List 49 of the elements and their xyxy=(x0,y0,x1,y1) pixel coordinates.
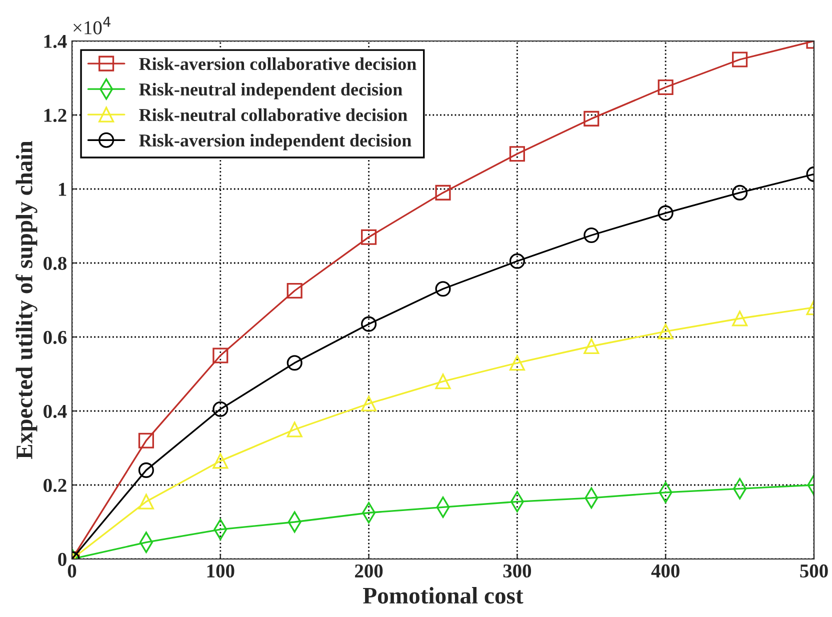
point xyxy=(658,79,674,96)
x-axis-title: Pomotional cost xyxy=(363,587,524,604)
point xyxy=(509,253,525,269)
point xyxy=(435,281,451,297)
point xyxy=(212,348,228,364)
legend-label: Risk-neutral independent decision xyxy=(139,82,402,100)
point xyxy=(138,494,154,510)
point xyxy=(361,396,377,412)
x-tick-label: 300 xyxy=(503,564,532,578)
x-tick-label: 500 xyxy=(800,564,828,578)
legend-label: Risk-aversion collaborative decision xyxy=(139,57,416,70)
text: ×10$^{4}$ xyxy=(74,16,110,34)
point xyxy=(286,282,302,299)
point xyxy=(286,355,302,371)
y-tick-label: 0 xyxy=(58,552,66,566)
point xyxy=(138,462,154,478)
point xyxy=(286,422,302,438)
point xyxy=(509,355,525,371)
point xyxy=(212,453,228,469)
x-tick-label: 100 xyxy=(207,564,234,578)
line-series xyxy=(72,41,814,559)
point xyxy=(584,110,600,126)
point xyxy=(658,205,674,221)
point xyxy=(361,229,377,245)
point xyxy=(732,52,748,68)
y-tick-label: 0.6 xyxy=(44,330,67,344)
point xyxy=(212,401,228,417)
point xyxy=(361,316,377,332)
y-tick-label: 0.2 xyxy=(44,478,66,492)
x-tick-label: 200 xyxy=(355,564,383,578)
legend-label: Risk-neutral collaborative decision xyxy=(139,108,408,122)
y-tick-label: 1.2 xyxy=(44,108,66,122)
x-tick-label: 400 xyxy=(651,564,680,578)
point xyxy=(435,374,451,390)
y-tick-label: 1.4 xyxy=(44,34,67,48)
point xyxy=(584,227,600,244)
point xyxy=(584,338,600,354)
x-tick-label: 0 xyxy=(68,564,76,578)
legend-label: Risk-aversion independent decision xyxy=(139,134,412,150)
point xyxy=(658,324,674,340)
y-tick-label: 0.8 xyxy=(44,256,66,270)
y-tick-label: 1 xyxy=(58,182,66,196)
y-axis-title: Expected utility of supply chain xyxy=(16,140,38,459)
point xyxy=(509,146,525,162)
point xyxy=(732,184,748,200)
point xyxy=(435,184,451,200)
point xyxy=(138,432,154,448)
y-tick-label: 0.4 xyxy=(44,404,67,418)
point xyxy=(732,310,748,326)
